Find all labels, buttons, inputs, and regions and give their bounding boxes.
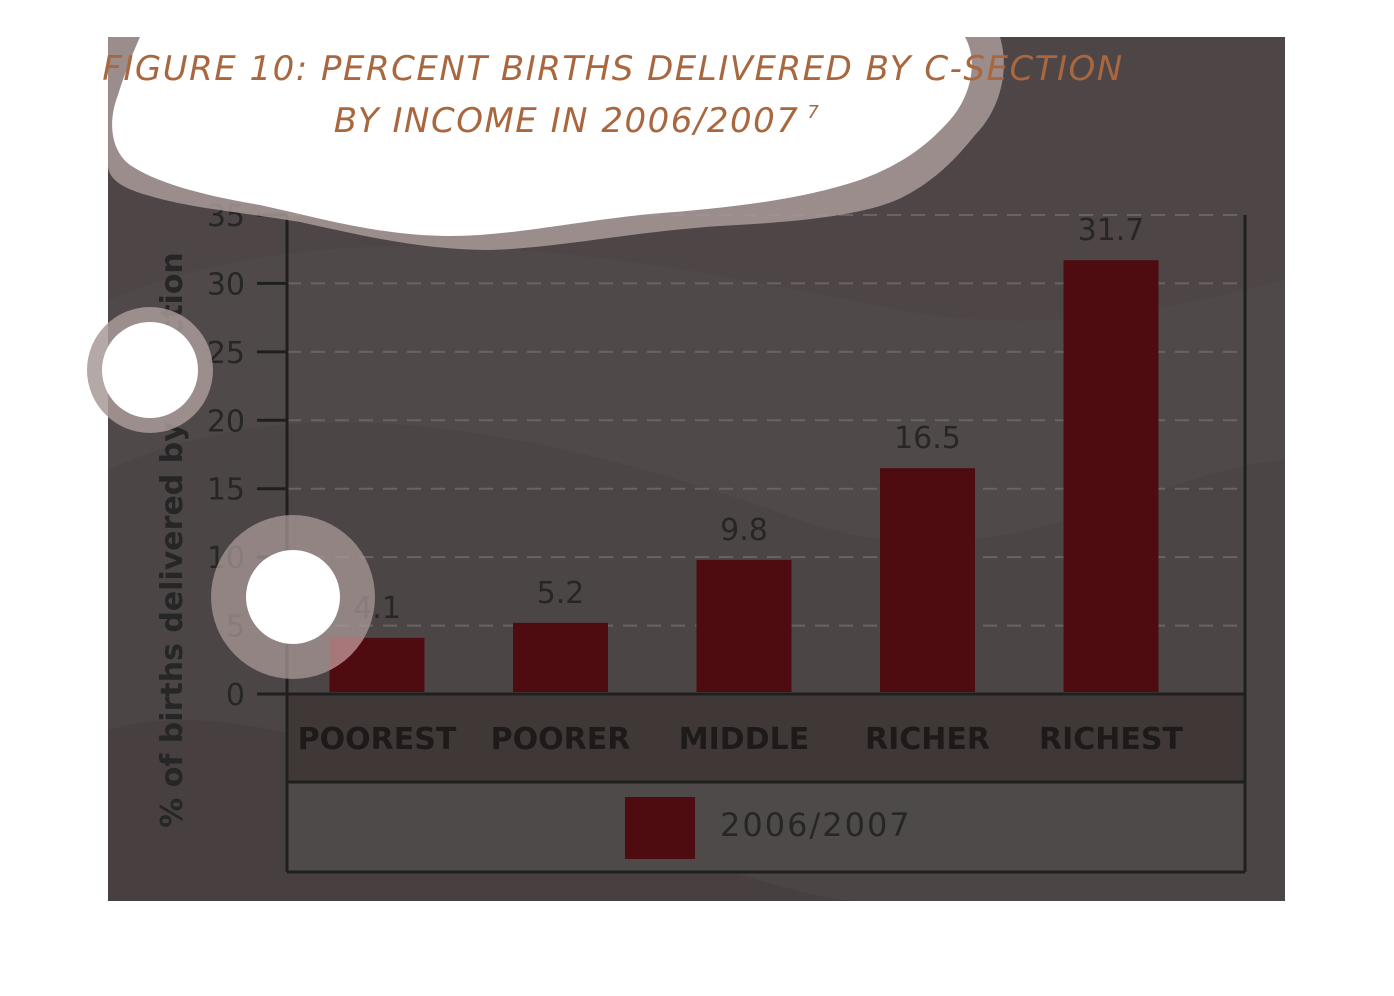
category-label-richer: RICHER: [865, 722, 990, 757]
y-tick-label: 0: [226, 678, 245, 713]
legend-label: 2006/2007: [720, 806, 912, 844]
axes: [257, 215, 1247, 874]
legend-swatch: [625, 797, 695, 859]
category-label-middle: MIDDLE: [679, 722, 809, 757]
category-label-richest: RICHEST: [1039, 722, 1183, 757]
data-label-richer: 16.5: [894, 421, 961, 456]
y-tick-label: 25: [207, 336, 245, 371]
category-label-poorest: POOREST: [298, 722, 457, 757]
category-band: [287, 694, 1244, 782]
chart-title-line1: FIGURE 10: PERCENT BIRTHS DELIVERED BY C…: [102, 49, 1123, 89]
y-tick-label: 30: [207, 267, 245, 302]
bar-richer: [880, 468, 975, 692]
category-labels: POOREST POORER MIDDLE RICHER RICHEST: [298, 722, 1184, 757]
legend: 2006/2007: [625, 797, 912, 859]
y-tick-label: 15: [207, 473, 245, 508]
title-cloud: [108, 37, 1004, 250]
bar-richest: [1063, 260, 1159, 692]
data-label-middle: 9.8: [720, 513, 768, 548]
data-label-poorer: 5.2: [537, 576, 585, 611]
decorative-bubble-bottom: [211, 515, 375, 679]
chart-title-line2: BY INCOME IN 2006/2007 7: [334, 101, 821, 141]
bar-poorer: [513, 622, 608, 692]
bars: [329, 260, 1159, 692]
decorative-bubble-left: [87, 307, 213, 433]
title-superscript: 7: [807, 102, 820, 123]
bar-middle: [696, 559, 792, 692]
category-label-poorer: POORER: [491, 722, 631, 757]
legend-panel: [287, 782, 1244, 872]
data-label-richest: 31.7: [1078, 213, 1145, 248]
chart-title-line2-text: BY INCOME IN 2006/2007: [334, 101, 800, 141]
y-tick-label: 20: [207, 404, 245, 439]
